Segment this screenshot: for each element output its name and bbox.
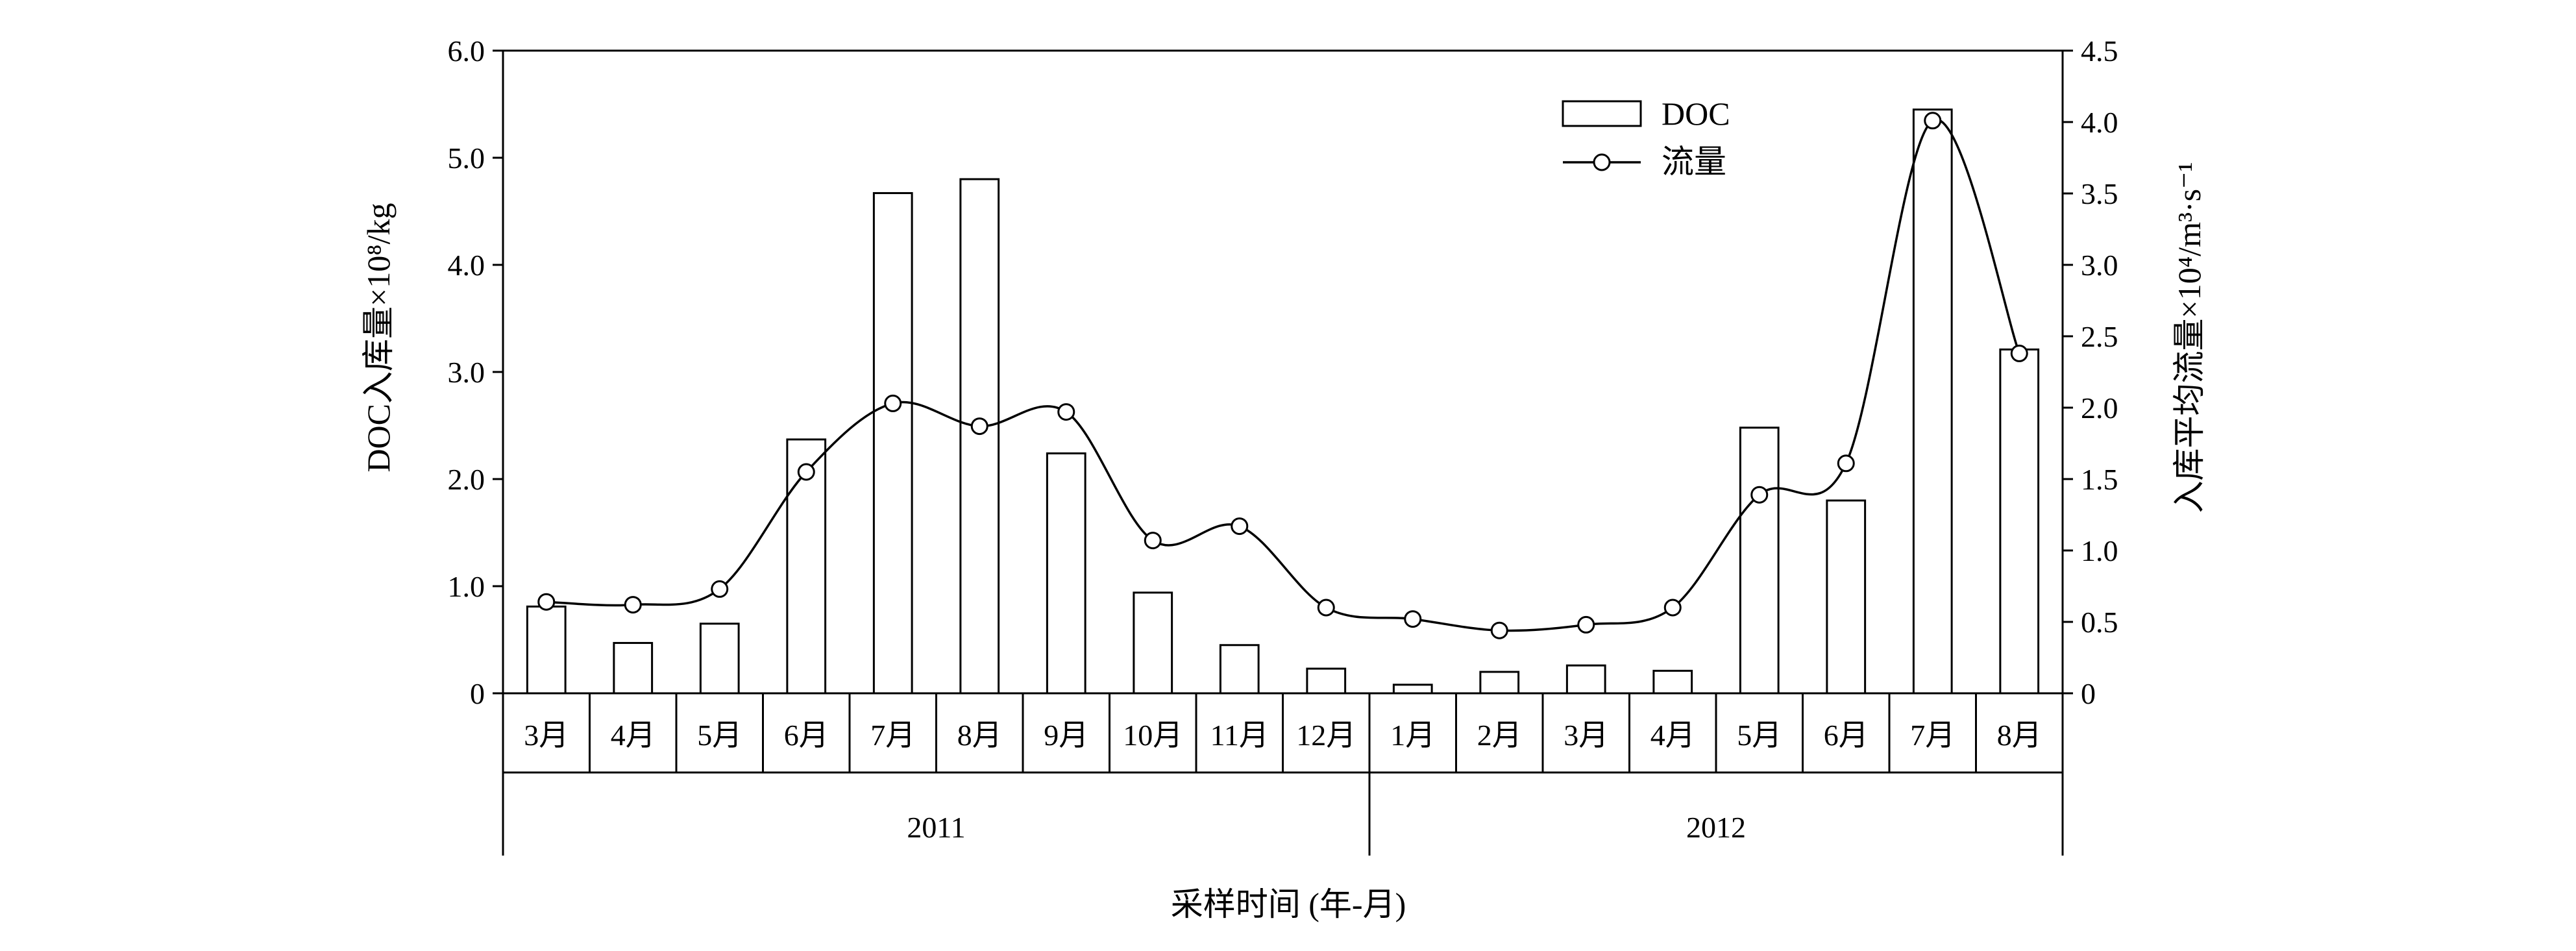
y-tick-label: 4.0 [448,249,485,282]
flow-point [624,596,642,614]
flow-point [1404,610,1422,628]
flow-point [1490,621,1508,639]
category-label: 8月 [1997,719,2042,752]
flow-point [711,580,729,598]
legend-marker-flow [1593,153,1611,171]
category-label: 9月 [1044,719,1088,752]
category-label: 4月 [1650,719,1695,752]
category-label: 6月 [784,719,829,752]
y2-axis-title: 入库平均流量×10⁴/m³·s⁻¹ [2171,162,2207,513]
flow-point [1144,532,1162,550]
flow-point [1317,599,1335,617]
category-label: 3月 [524,719,569,752]
doc-bar [1046,452,1086,695]
legend: DOC 流量 [1562,95,1730,180]
y2-tick-label: 1.5 [2081,463,2118,496]
flow-point [1231,517,1249,536]
y-tick-label: 1.0 [448,570,485,603]
axes [493,49,2073,856]
flow-point [884,394,902,412]
doc-bar [1652,669,1693,695]
category-label: 1月 [1390,719,1435,752]
category-label: 10月 [1123,719,1183,752]
category-label: 7月 [870,719,915,752]
doc-bar [1219,644,1260,695]
flow-point [1924,112,1942,130]
doc-bar [1133,591,1173,695]
y-tick-label: 0 [470,677,485,710]
doc-bar [1392,684,1433,695]
category-label: 2月 [1477,719,1522,752]
doc-bar [699,623,740,695]
flow-series [537,112,2028,639]
flow-line [546,118,2020,632]
legend-label-doc: DOC [1662,95,1730,132]
doc-bar [613,641,654,695]
tick-labels: 2011 2012 3月 4月 5月 6月 7月 8月 9月 10月 11月 12月 1月 2月 3月 4月 5… [448,34,2118,844]
doc-bar [1826,499,1867,695]
flow-point [2010,344,2028,362]
doc-bar [1479,671,1520,695]
y-tick-label: 2.0 [448,463,485,496]
doc-bar [1739,426,1780,695]
category-label: 3月 [1564,719,1608,752]
flow-point [1057,403,1075,421]
y2-tick-label: 3.5 [2081,177,2118,210]
y-tick-label: 3.0 [448,356,485,389]
category-label: 7月 [1910,719,1955,752]
y2-tick-label: 2.0 [2081,391,2118,425]
category-label: 12月 [1296,719,1356,752]
category-label: 11月 [1210,719,1269,752]
doc-bar [1912,108,1953,695]
y2-tick-label: 0.5 [2081,606,2118,639]
category-label: 4月 [611,719,656,752]
y2-tick-label: 0 [2081,677,2096,710]
y-tick-label: 5.0 [448,142,485,175]
category-label: 5月 [1737,719,1782,752]
year-label: 2011 [907,811,965,844]
flow-point [1837,454,1855,473]
doc-bar [1306,667,1347,695]
flow-point [970,417,988,436]
y2-tick-label: 3.0 [2081,249,2118,282]
doc-bar [872,191,913,695]
legend-label-flow: 流量 [1662,143,1726,180]
flow-point [797,463,815,481]
x-axis-title: 采样时间 (年-月) [1171,886,1406,922]
doc-bars [526,108,2040,695]
y2-tick-label: 4.5 [2081,34,2118,68]
year-label: 2012 [1686,811,1746,844]
flow-point [537,593,556,611]
y2-tick-label: 1.0 [2081,534,2118,567]
legend-swatch-doc [1562,100,1642,127]
doc-bar [959,178,1000,695]
doc-bar [526,605,567,695]
flow-point [1577,615,1595,634]
category-label: 6月 [1824,719,1869,752]
doc-bar [1999,348,2040,695]
category-label: 5月 [697,719,742,752]
category-label: 8月 [957,719,1002,752]
flow-point [1663,599,1682,617]
y2-tick-label: 4.0 [2081,106,2118,139]
y-axis-title: DOC入库量×10⁸/kg [360,203,397,472]
y2-tick-label: 2.5 [2081,320,2118,353]
flow-point [1750,486,1769,504]
doc-bar [786,438,827,695]
y-tick-label: 6.0 [448,34,485,68]
doc-bar [1565,664,1606,695]
